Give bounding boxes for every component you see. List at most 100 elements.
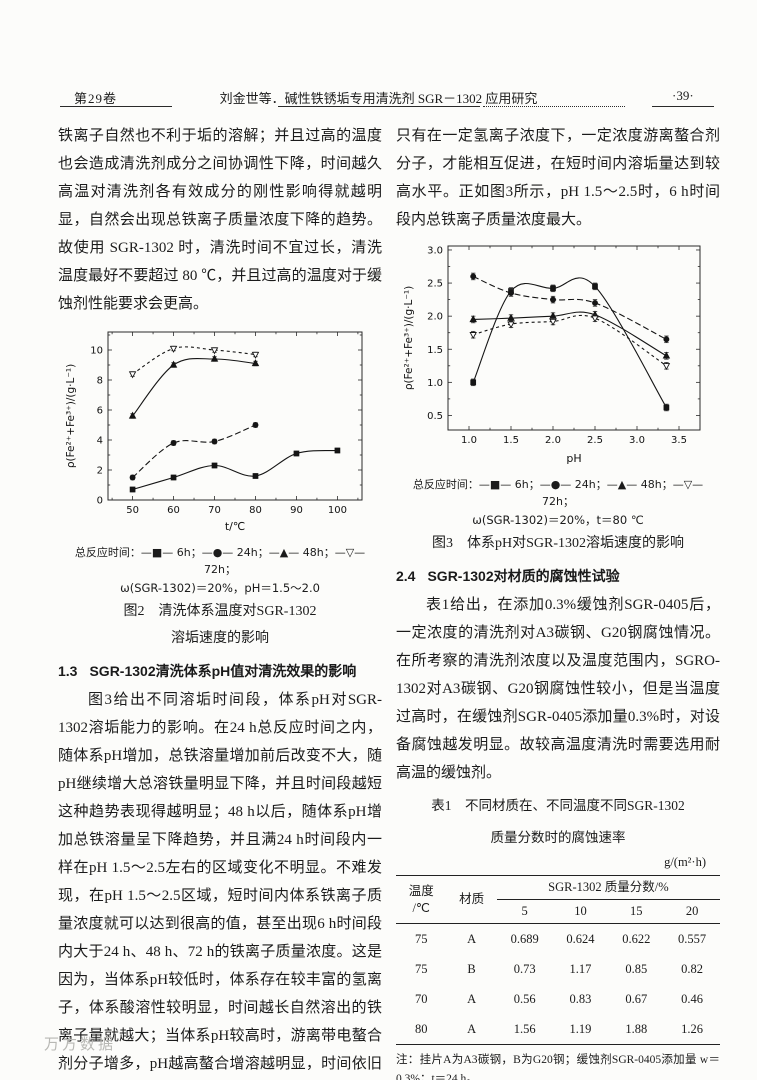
table1-header-frac-10: 10 xyxy=(552,899,609,924)
figure3-caption: 图3 体系pH对SGR-1302溶垢速度的影响 xyxy=(431,536,684,551)
paragraph-corrosion-test: 表1给出，在添加0.3%缓蚀剂SGR-0405后，一定浓度的清洗剂对A3碳钢、G… xyxy=(396,597,720,781)
section-title: SGR-1302对材质的腐蚀性试验 xyxy=(427,568,620,584)
figure3-legend: 总反应时间：—■— 6h；—●— 24h；—▲— 48h；—▽— 72h； xyxy=(412,478,704,508)
svg-text:1.0: 1.0 xyxy=(461,435,477,446)
section-heading-1-3: 1.3 SGR-1302清洗体系pH值对清洗效果的影响 xyxy=(58,658,382,684)
cell-rate: 0.46 xyxy=(681,991,704,1006)
cell-rate: 1.26 xyxy=(681,1021,704,1036)
cell-rate: 0.73 xyxy=(513,961,536,976)
cell-rate: 1.17 xyxy=(569,961,592,976)
cell-rate: 0.557 xyxy=(678,931,707,946)
svg-text:70: 70 xyxy=(208,505,221,516)
svg-text:60: 60 xyxy=(167,505,180,516)
running-title: 刘金世等．碱性铁锈垢专用清洗剂 SGR－1302 应用研究 xyxy=(219,91,538,106)
table-row: 75 A 0.689 0.624 0.622 0.557 xyxy=(396,924,720,955)
svg-text:1.5: 1.5 xyxy=(427,345,443,356)
cell-rate: 0.622 xyxy=(622,931,651,946)
cell-rate: 0.85 xyxy=(625,961,648,976)
table1-header-temperature-line1: 温度 xyxy=(408,883,434,898)
cell-material: A xyxy=(467,991,477,1006)
table1-title-line2: 质量分数时的腐蚀速率 xyxy=(490,830,626,845)
cell-temperature: 80 xyxy=(414,1021,428,1036)
figure2-caption-line1: 图2 清洗体系温度对SGR-1302 xyxy=(123,604,317,619)
table1-title-line1: 表1 不同材质在、不同温度不同SGR-1302 xyxy=(431,798,685,813)
header-rule-right xyxy=(652,106,714,107)
svg-text:1.5: 1.5 xyxy=(503,435,519,446)
section-heading-2-4: 2.4 SGR-1302对材质的腐蚀性试验 xyxy=(396,563,720,589)
svg-text:pH: pH xyxy=(566,452,581,465)
svg-text:2: 2 xyxy=(97,466,103,477)
figure-2: 50 60 70 80 90 100 0 2 4 6 8 10 t/℃ ρ(Fe²⁺+Fe³⁺)/(g·L… xyxy=(58,322,382,652)
left-column: 铁离子自然也不利于垢的溶解；并且过高的温度也会造成清洗剂成分之间协调性下降，时间… xyxy=(58,122,382,1080)
svg-text:4: 4 xyxy=(97,436,103,447)
svg-text:2.0: 2.0 xyxy=(545,435,561,446)
table-row: 80 A 1.56 1.19 1.88 1.26 xyxy=(396,1014,720,1045)
cell-rate: 0.83 xyxy=(569,991,592,1006)
svg-text:3.5: 3.5 xyxy=(671,435,687,446)
svg-text:2.0: 2.0 xyxy=(427,312,443,323)
table1-header-frac-15: 15 xyxy=(608,899,665,924)
svg-text:80: 80 xyxy=(249,505,262,516)
table1-header-material: 材质 xyxy=(446,875,497,924)
svg-text:100: 100 xyxy=(328,505,347,516)
paragraph-temperature-discussion: 铁离子自然也不利于垢的溶解；并且过高的温度也会造成清洗剂成分之间协调性下降，时间… xyxy=(58,128,382,312)
figure-3: 1.0 1.5 2.0 2.5 3.0 3.5 0.5 1.0 1.5 2.0 2.5 3.0 pH ρ(… xyxy=(396,238,720,557)
paragraph-ph-discussion: 图3给出不同溶垢时间段，体系pH对SGR-1302溶垢能力的影响。在24 h总反… xyxy=(58,692,382,1072)
table1-header-massfraction-span: SGR-1302 质量分数/% xyxy=(496,875,720,900)
header-rule-dotted xyxy=(483,106,625,107)
section-number: 2.4 xyxy=(396,568,416,584)
figure3-conditions: ω(SGR-1302)＝20%，t＝80 ℃ xyxy=(472,513,644,527)
svg-text:3.0: 3.0 xyxy=(427,245,443,256)
page-number: ·39· xyxy=(672,88,694,103)
table1-header-frac-20: 20 xyxy=(664,899,720,924)
svg-text:0.5: 0.5 xyxy=(427,411,443,422)
svg-text:t/℃: t/℃ xyxy=(225,520,245,533)
figure3-ph-chart: 1.0 1.5 2.0 2.5 3.0 3.5 0.5 1.0 1.5 2.0 2.5 3.0 pH ρ(… xyxy=(403,245,701,465)
svg-text:8: 8 xyxy=(97,376,103,387)
cell-rate: 1.56 xyxy=(513,1021,536,1036)
svg-text:2.5: 2.5 xyxy=(427,279,443,290)
svg-text:3.0: 3.0 xyxy=(629,435,645,446)
svg-text:ρ(Fe²⁺+Fe³⁺)/(g·L⁻¹): ρ(Fe²⁺+Fe³⁺)/(g·L⁻¹) xyxy=(403,286,415,390)
journal-volume: 第29卷 xyxy=(74,91,118,106)
table1-header-temperature-line2: /℃ xyxy=(412,900,430,915)
cell-material: A xyxy=(467,931,477,946)
figure2-legend: 总反应时间：—■— 6h；—●— 24h；—▲— 48h；—▽— 72h； xyxy=(74,546,366,576)
svg-text:ρ(Fe²⁺+Fe³⁺)/(g·L⁻¹): ρ(Fe²⁺+Fe³⁺)/(g·L⁻¹) xyxy=(65,364,77,468)
svg-text:6: 6 xyxy=(97,406,103,417)
svg-text:50: 50 xyxy=(126,505,139,516)
svg-text:90: 90 xyxy=(290,505,303,516)
cell-temperature: 70 xyxy=(414,991,428,1006)
table1-corrosion-rates: 温度 /℃ 材质 SGR-1302 质量分数/% 5 10 15 20 75 A xyxy=(396,875,720,1045)
svg-text:10: 10 xyxy=(90,346,103,357)
section-title: SGR-1302清洗体系pH值对清洗效果的影响 xyxy=(89,663,357,679)
header-rule-left xyxy=(60,106,172,107)
cell-rate: 0.82 xyxy=(681,961,704,976)
table1-note: 注：挂片A为A3碳钢，B为G20钢；缓蚀剂SGR-0405添加量 w＝0.3%；… xyxy=(396,1054,720,1080)
cell-rate: 0.56 xyxy=(513,991,536,1006)
header-rule-center xyxy=(278,106,480,107)
table1-header-temperature: 温度 /℃ xyxy=(396,875,447,924)
wanfang-watermark: 万方数据 xyxy=(44,1036,117,1053)
table-row: 70 A 0.56 0.83 0.67 0.46 xyxy=(396,984,720,1014)
table1-header-frac-5: 5 xyxy=(496,899,553,924)
table-row: 75 B 0.73 1.17 0.85 0.82 xyxy=(396,954,720,984)
svg-text:1.0: 1.0 xyxy=(427,378,443,389)
cell-rate: 0.624 xyxy=(566,931,595,946)
cell-rate: 1.19 xyxy=(569,1021,592,1036)
figure2-caption-line2: 溶垢速度的影响 xyxy=(171,631,269,646)
cell-temperature: 75 xyxy=(414,931,428,946)
section-number: 1.3 xyxy=(58,663,78,679)
cell-material: A xyxy=(467,1021,477,1036)
cell-material: B xyxy=(467,961,476,976)
cell-temperature: 75 xyxy=(414,961,428,976)
paragraph-hydrogen-ion: 只有在一定氢离子浓度下，一定浓度游离螯合剂分子，才能相互促进，在短时间内溶垢量达… xyxy=(396,128,720,228)
cell-rate: 1.88 xyxy=(625,1021,648,1036)
svg-text:2.5: 2.5 xyxy=(587,435,603,446)
table1-unit: g/(m²·h) xyxy=(664,855,706,869)
figure2-conditions: ω(SGR-1302)＝20%，pH＝1.5～2.0 xyxy=(120,581,320,595)
cell-rate: 0.689 xyxy=(510,931,539,946)
svg-text:0: 0 xyxy=(97,496,103,507)
right-column: 只有在一定氢离子浓度下，一定浓度游离螯合剂分子，才能相互促进，在短时间内溶垢量达… xyxy=(396,122,720,1080)
